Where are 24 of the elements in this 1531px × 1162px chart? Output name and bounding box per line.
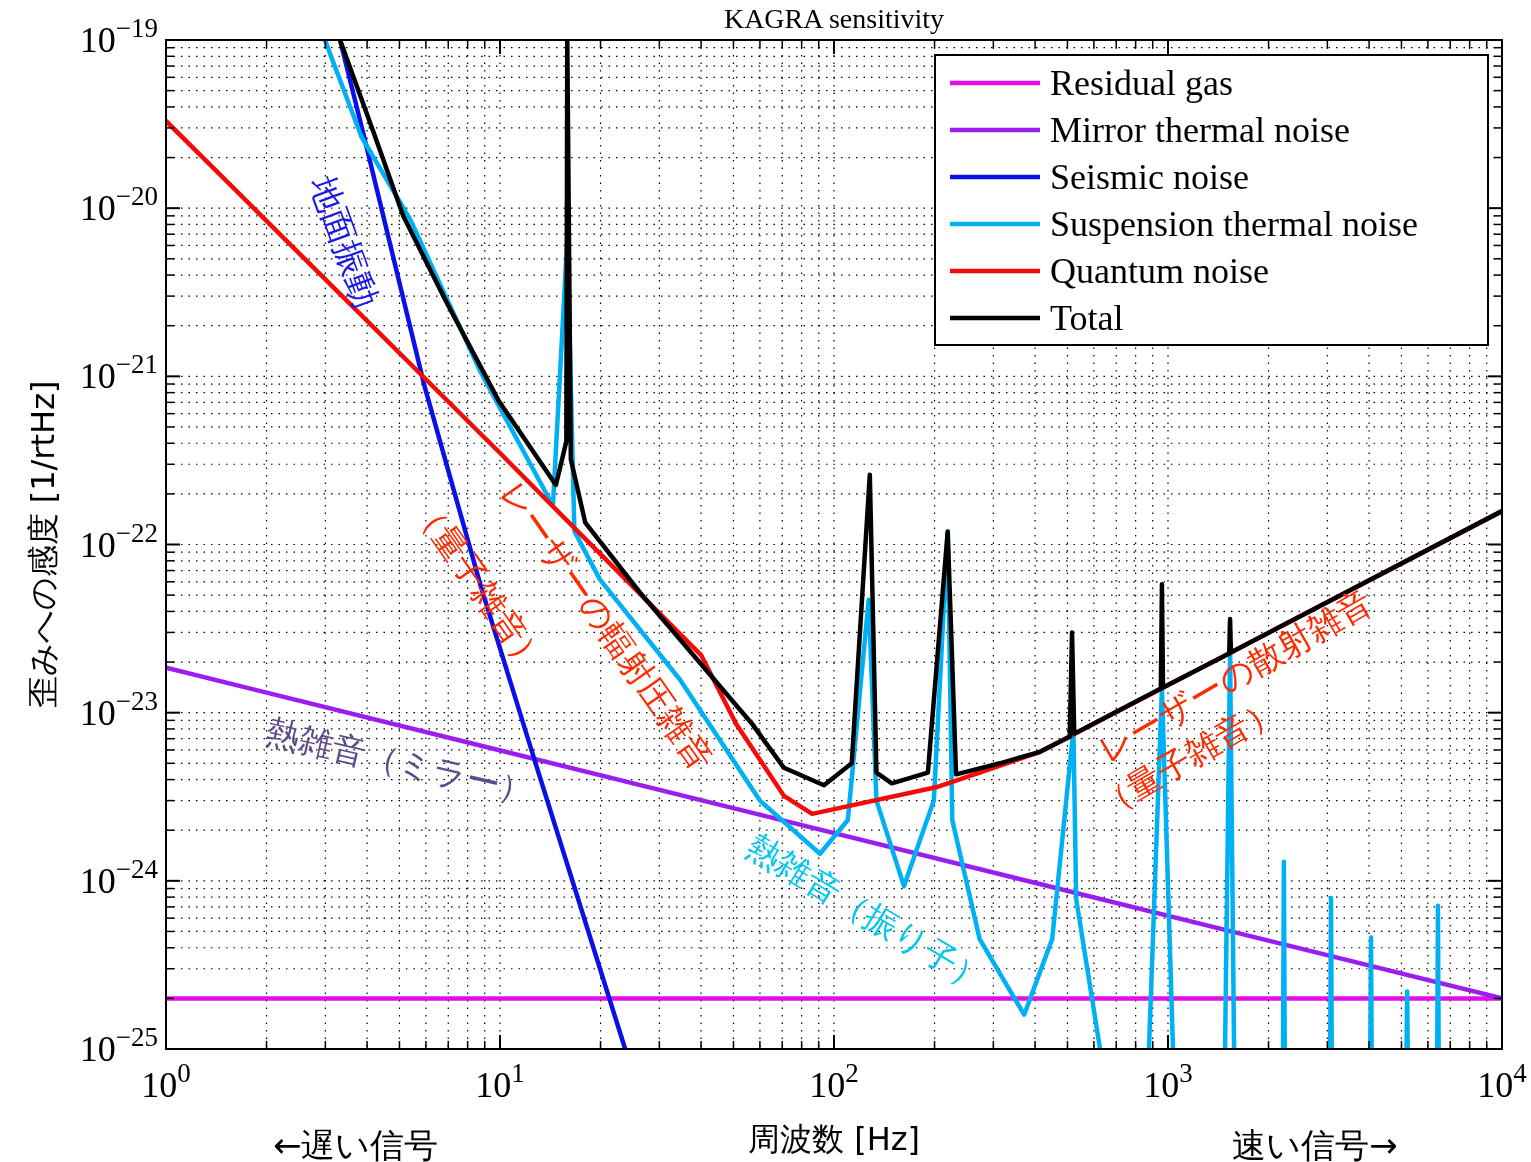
legend-label: Quantum noise	[1050, 251, 1269, 291]
annotation: 熱雑音（ミラー）	[261, 711, 538, 812]
legend-label: Seismic noise	[1050, 157, 1249, 197]
annotation: 地面振動	[302, 170, 388, 313]
x-tick-label: 10$^{2}$	[809, 1058, 859, 1105]
x-tick-label: 10$^{1}$	[475, 1058, 525, 1105]
legend-label: Mirror thermal noise	[1050, 110, 1350, 150]
text: 速い信号→	[1232, 1124, 1398, 1162]
x-tick-label: 10$^{3}$	[1143, 1058, 1193, 1105]
y-tick-label: 10$^{−23}$	[79, 685, 158, 733]
legend-label: Total	[1050, 298, 1124, 338]
legend-label: Suspension thermal noise	[1050, 204, 1418, 244]
legend-label: Residual gas	[1050, 63, 1233, 103]
y-tick-label: 10$^{−21}$	[79, 349, 158, 397]
y-tick-label: 10$^{−22}$	[79, 517, 158, 565]
chart-title: KAGRA sensitivity	[723, 3, 945, 34]
y-tick-label: 10$^{−19}$	[79, 13, 158, 60]
y-tick-label: 10$^{−24}$	[79, 853, 159, 901]
text: ←遅い信号	[272, 1124, 439, 1162]
y-axis-title: 歪みへの感度 [1/rtHz]	[24, 380, 62, 709]
x-tick-label: 10$^{4}$	[1477, 1058, 1528, 1105]
annotation: 熱雑音（振り子）	[740, 825, 995, 1001]
x-axis-title: 周波数 [Hz]	[748, 1120, 920, 1158]
y-tick-label: 10$^{−20}$	[79, 181, 158, 229]
